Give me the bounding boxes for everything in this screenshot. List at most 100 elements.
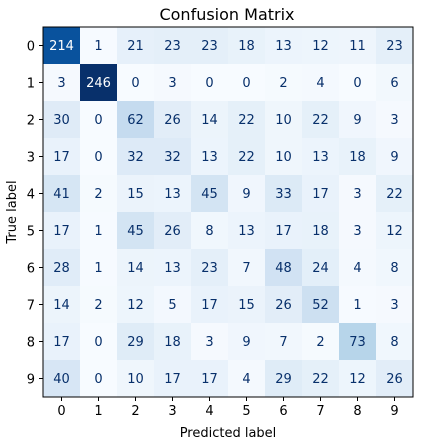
heatmap-cell-2-6 bbox=[265, 101, 302, 138]
heatmap-cell-4-4 bbox=[191, 175, 228, 212]
cell-value-label-3-4: 13 bbox=[201, 150, 218, 165]
heatmap-cell-6-6 bbox=[265, 249, 302, 286]
cell-value-label-5-3: 26 bbox=[164, 224, 181, 239]
cell-value-label-6-8: 4 bbox=[353, 261, 361, 276]
cell-value-label-4-5: 9 bbox=[242, 187, 250, 202]
heatmap-cell-4-5 bbox=[228, 175, 265, 212]
cell-value-label-6-2: 14 bbox=[127, 261, 144, 276]
cell-value-label-8-1: 0 bbox=[94, 335, 102, 350]
heatmap-cell-2-9 bbox=[376, 101, 413, 138]
y-tick-label-1: 1 bbox=[27, 77, 35, 92]
heatmap-cell-8-4 bbox=[191, 323, 228, 360]
heatmap-cell-8-0 bbox=[43, 323, 80, 360]
heatmap-cell-0-8 bbox=[339, 27, 376, 64]
heatmap-cell-6-2 bbox=[117, 249, 154, 286]
cell-value-label-7-9: 3 bbox=[390, 298, 398, 313]
cell-value-label-5-9: 12 bbox=[386, 224, 403, 239]
cell-value-label-2-3: 26 bbox=[164, 113, 181, 128]
cell-value-label-2-8: 9 bbox=[353, 113, 361, 128]
heatmap-cell-0-2 bbox=[117, 27, 154, 64]
y-tick-label-9: 9 bbox=[27, 373, 35, 388]
cell-value-label-9-8: 12 bbox=[349, 372, 366, 387]
heatmap-cell-6-0 bbox=[43, 249, 80, 286]
cell-value-label-0-9: 23 bbox=[386, 39, 403, 54]
cell-value-label-3-9: 9 bbox=[390, 150, 398, 165]
cell-value-label-3-2: 32 bbox=[127, 150, 144, 165]
heatmap-cell-8-9 bbox=[376, 323, 413, 360]
x-tick-label-1: 1 bbox=[94, 404, 102, 419]
heatmap-cells: 214 1 21 23 23 18 13 12 11 233 246 0 3 0 0 2 4 0 630 0 62 26 1… bbox=[43, 27, 413, 397]
cell-value-label-5-1: 1 bbox=[94, 224, 102, 239]
heatmap-cell-7-8 bbox=[339, 286, 376, 323]
cell-value-label-7-5: 15 bbox=[238, 298, 255, 313]
cell-value-label-8-3: 18 bbox=[164, 335, 181, 350]
cell-value-label-3-5: 22 bbox=[238, 150, 255, 165]
cell-value-label-0-4: 23 bbox=[201, 39, 218, 54]
heatmap-cell-1-2 bbox=[117, 64, 154, 101]
heatmap-cell-1-6 bbox=[265, 64, 302, 101]
cell-value-label-1-4: 0 bbox=[205, 76, 213, 91]
cell-value-label-2-7: 22 bbox=[312, 113, 329, 128]
heatmap-cell-5-2 bbox=[117, 212, 154, 249]
heatmap-cell-7-5 bbox=[228, 286, 265, 323]
cell-value-label-0-0: 214 bbox=[49, 39, 74, 54]
x-tick-label-9: 9 bbox=[390, 404, 398, 419]
cell-value-label-3-8: 18 bbox=[349, 150, 366, 165]
cell-value-label-9-5: 4 bbox=[242, 372, 250, 387]
heatmap-cell-9-9 bbox=[376, 360, 413, 397]
cell-value-label-5-4: 8 bbox=[205, 224, 213, 239]
heatmap-cell-7-0 bbox=[43, 286, 80, 323]
cell-value-label-5-6: 17 bbox=[275, 224, 292, 239]
cell-value-label-8-6: 7 bbox=[279, 335, 287, 350]
heatmap-cell-1-7 bbox=[302, 64, 339, 101]
heatmap-cell-7-1 bbox=[80, 286, 117, 323]
heatmap-cell-9-8 bbox=[339, 360, 376, 397]
cell-value-label-3-1: 0 bbox=[94, 150, 102, 165]
heatmap-cell-7-9 bbox=[376, 286, 413, 323]
cell-value-label-6-5: 7 bbox=[242, 261, 250, 276]
cell-value-label-9-9: 26 bbox=[386, 372, 403, 387]
heatmap-cell-2-7 bbox=[302, 101, 339, 138]
heatmap-cell-5-9 bbox=[376, 212, 413, 249]
heatmap-cell-0-9 bbox=[376, 27, 413, 64]
cell-value-label-7-6: 26 bbox=[275, 298, 292, 313]
cell-value-label-9-1: 0 bbox=[94, 372, 102, 387]
x-tick-label-3: 3 bbox=[168, 404, 176, 419]
cell-value-label-8-8: 73 bbox=[349, 335, 366, 350]
heatmap-cell-0-4 bbox=[191, 27, 228, 64]
cell-value-label-0-1: 1 bbox=[94, 39, 102, 54]
cell-value-label-9-3: 17 bbox=[164, 372, 181, 387]
heatmap-cell-1-8 bbox=[339, 64, 376, 101]
heatmap-cell-4-7 bbox=[302, 175, 339, 212]
cell-value-label-1-8: 0 bbox=[353, 76, 361, 91]
cell-value-label-2-0: 30 bbox=[53, 113, 70, 128]
heatmap-cell-9-6 bbox=[265, 360, 302, 397]
cell-value-label-3-3: 32 bbox=[164, 150, 181, 165]
heatmap-cell-5-1 bbox=[80, 212, 117, 249]
cell-value-label-5-0: 17 bbox=[53, 224, 70, 239]
x-tick-label-6: 6 bbox=[279, 404, 287, 419]
cell-value-label-2-4: 14 bbox=[201, 113, 218, 128]
heatmap-cell-1-5 bbox=[228, 64, 265, 101]
cell-value-label-5-8: 3 bbox=[353, 224, 361, 239]
cell-value-label-1-9: 6 bbox=[390, 76, 398, 91]
cell-value-label-2-5: 22 bbox=[238, 113, 255, 128]
cell-value-label-2-9: 3 bbox=[390, 113, 398, 128]
x-axis-label: Predicted label bbox=[180, 426, 277, 441]
heatmap-cell-0-7 bbox=[302, 27, 339, 64]
heatmap-cell-9-7 bbox=[302, 360, 339, 397]
cell-value-label-8-5: 9 bbox=[242, 335, 250, 350]
heatmap-cell-9-1 bbox=[80, 360, 117, 397]
heatmap-cell-8-2 bbox=[117, 323, 154, 360]
plot-frame bbox=[42, 26, 414, 398]
y-tick-label-8: 8 bbox=[27, 336, 35, 351]
cell-value-label-0-3: 23 bbox=[164, 39, 181, 54]
cell-value-label-4-2: 15 bbox=[127, 187, 144, 202]
cell-value-label-8-2: 29 bbox=[127, 335, 144, 350]
cell-value-label-1-5: 0 bbox=[242, 76, 250, 91]
heatmap-cell-3-6 bbox=[265, 138, 302, 175]
heatmap-cell-8-3 bbox=[154, 323, 191, 360]
cell-value-label-1-7: 4 bbox=[316, 76, 324, 91]
heatmap-cell-9-5 bbox=[228, 360, 265, 397]
y-tick-label-4: 4 bbox=[27, 188, 35, 203]
